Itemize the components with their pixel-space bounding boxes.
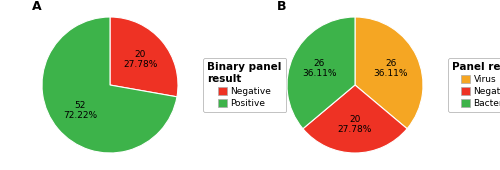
Text: A: A xyxy=(32,0,42,13)
Legend: Negative, Positive: Negative, Positive xyxy=(203,58,286,112)
Text: 20
27.78%: 20 27.78% xyxy=(338,115,372,134)
Wedge shape xyxy=(303,85,407,153)
Wedge shape xyxy=(110,17,178,97)
Text: 52
72.22%: 52 72.22% xyxy=(62,101,97,120)
Text: B: B xyxy=(277,0,286,13)
Wedge shape xyxy=(42,17,177,153)
Wedge shape xyxy=(355,17,423,129)
Legend: Virus, Negative, Bacteria: Virus, Negative, Bacteria xyxy=(448,58,500,112)
Text: 26
36.11%: 26 36.11% xyxy=(302,59,336,78)
Wedge shape xyxy=(287,17,355,129)
Text: 20
27.78%: 20 27.78% xyxy=(123,50,158,69)
Text: 26
36.11%: 26 36.11% xyxy=(374,59,408,78)
